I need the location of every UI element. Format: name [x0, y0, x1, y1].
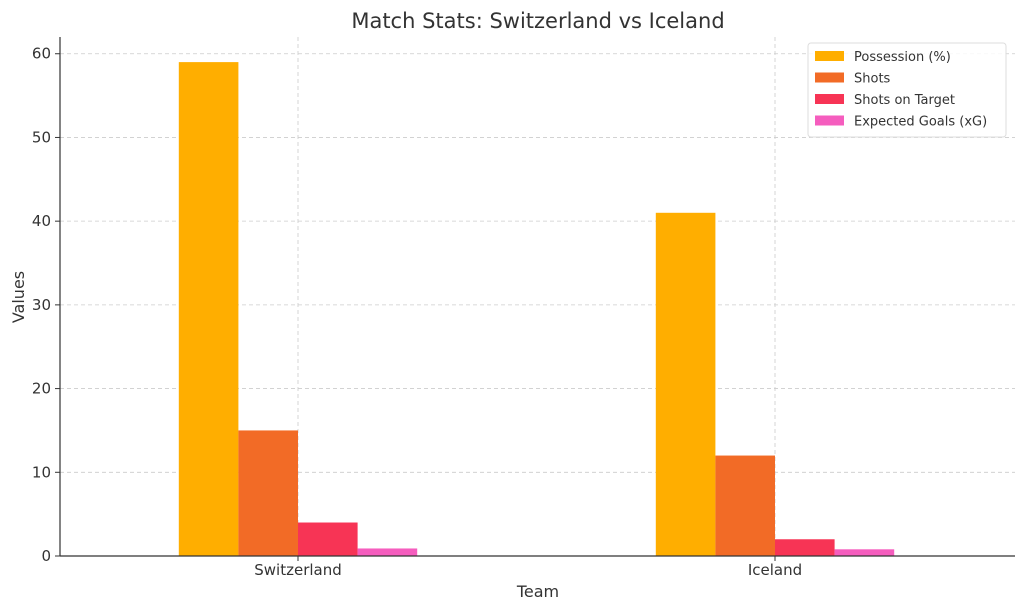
- bar: [298, 522, 358, 556]
- bar: [834, 549, 895, 556]
- legend-label: Shots: [854, 72, 891, 87]
- y-tick-label: 60: [32, 45, 51, 63]
- legend-swatch: [815, 72, 844, 83]
- y-tick-label: 40: [32, 212, 51, 230]
- bar: [655, 212, 716, 556]
- y-tick-label: 30: [32, 296, 51, 314]
- bar: [238, 430, 298, 556]
- legend-swatch: [815, 51, 844, 61]
- y-tick-label: 50: [32, 128, 51, 146]
- x-tick-label: Iceland: [748, 561, 802, 579]
- legend: Possession (%) Shots Shots on Target Expect…: [807, 42, 1007, 138]
- legend-box: [807, 42, 1007, 138]
- legend-swatch: [815, 94, 844, 104]
- legend-label: Possession (%): [854, 50, 951, 65]
- bars: [178, 62, 895, 556]
- y-axis-label: Values: [9, 271, 28, 323]
- y-tick-label: 0: [41, 547, 51, 565]
- chart-title: Match Stats: Switzerland vs Iceland: [351, 9, 724, 33]
- tick-labels: 0 10 20 30 40 50 60 Switzerland Iceland: [32, 45, 802, 579]
- bar: [178, 62, 239, 556]
- bar: [775, 539, 835, 556]
- y-tick-label: 10: [32, 463, 51, 481]
- y-tick-label: 20: [32, 380, 51, 398]
- legend-label: Shots on Target: [854, 93, 955, 108]
- legend-label: Expected Goals (xG): [854, 115, 987, 130]
- legend-swatch: [815, 115, 844, 126]
- bar: [715, 455, 775, 556]
- x-tick-label: Switzerland: [254, 561, 342, 579]
- bar: [357, 548, 418, 556]
- x-axis-label: Team: [516, 582, 559, 601]
- axes: [55, 37, 1015, 561]
